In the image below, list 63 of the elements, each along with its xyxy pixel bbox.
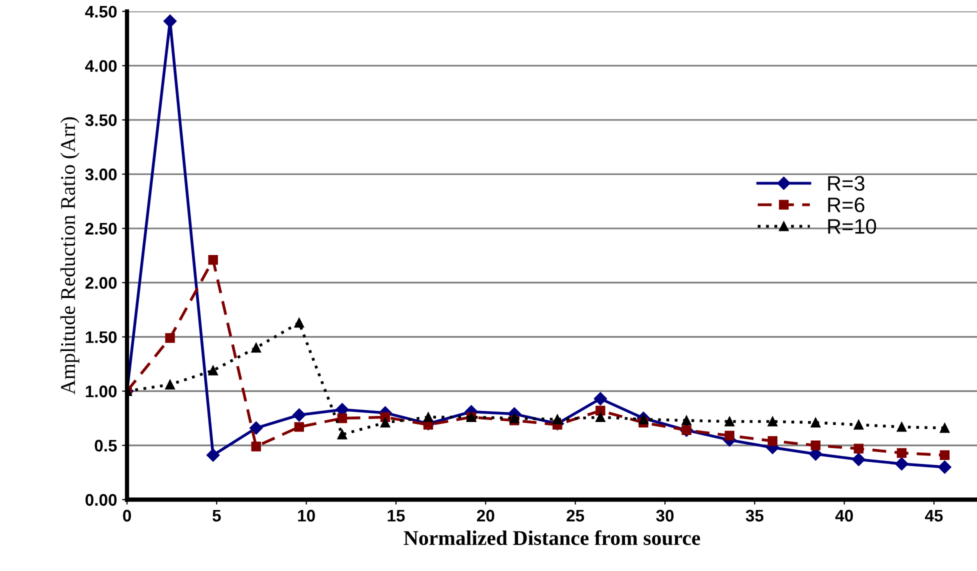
point <box>208 366 218 376</box>
point <box>292 408 306 422</box>
x-tick-label: 40 <box>835 510 853 522</box>
point <box>552 414 562 424</box>
point <box>768 416 778 426</box>
y-tick-label: 3.00 <box>85 168 117 180</box>
point <box>294 318 304 328</box>
x-tick-label: 10 <box>298 510 315 522</box>
x-axis-title: Normalized Distance from source <box>404 530 700 546</box>
point <box>854 420 864 430</box>
point <box>596 412 606 422</box>
point <box>337 430 348 440</box>
y-tick-label: 4.50 <box>85 6 117 18</box>
point <box>895 457 908 470</box>
point <box>380 418 390 428</box>
point <box>724 430 734 440</box>
point <box>940 423 950 433</box>
x-tick-label: 15 <box>388 510 405 522</box>
y-tick-label: 3.50 <box>85 114 117 126</box>
point <box>206 448 220 462</box>
x-tick-label: 20 <box>476 510 494 522</box>
point <box>251 442 261 452</box>
point <box>810 440 820 450</box>
point <box>250 421 263 435</box>
point <box>165 380 175 390</box>
point <box>594 392 608 406</box>
point <box>724 416 734 426</box>
point <box>294 422 304 432</box>
x-tick-label: 30 <box>656 510 674 522</box>
y-tick-label: 2.00 <box>85 277 117 289</box>
x-tick-label: 0 <box>123 510 131 522</box>
point <box>854 444 864 454</box>
y-tick-label: 4.00 <box>85 60 117 72</box>
point <box>896 448 907 458</box>
x-tick-label: 5 <box>212 510 221 522</box>
point <box>509 413 520 424</box>
point <box>165 333 175 343</box>
y-tick-label: 0.00 <box>86 494 117 506</box>
point <box>638 414 648 424</box>
y-tick-label: 1.50 <box>86 331 117 344</box>
point <box>423 412 434 422</box>
y-tick-label: 2.50 <box>85 222 117 235</box>
point <box>810 418 820 428</box>
point <box>163 14 177 28</box>
point <box>208 255 218 265</box>
point <box>940 450 950 460</box>
x-tick-label: 45 <box>924 510 943 522</box>
point <box>852 452 866 466</box>
legend-label: R=3 <box>828 176 864 191</box>
x-tick-label: 35 <box>746 510 764 522</box>
y-axis-title: Amplitude Reduction Ratio (Arr) <box>60 117 80 394</box>
legend-label: R=10 <box>828 219 876 234</box>
y-tick-label: 0.5 <box>94 440 117 452</box>
legend-label: R=6 <box>828 198 864 212</box>
x-tick-label: 25 <box>566 510 584 522</box>
point <box>896 422 907 432</box>
point <box>682 416 692 426</box>
point <box>938 460 952 474</box>
point <box>337 413 348 424</box>
y-tick-label: 1.00 <box>86 386 117 398</box>
point <box>768 436 778 446</box>
point <box>251 342 261 353</box>
point <box>596 406 606 416</box>
